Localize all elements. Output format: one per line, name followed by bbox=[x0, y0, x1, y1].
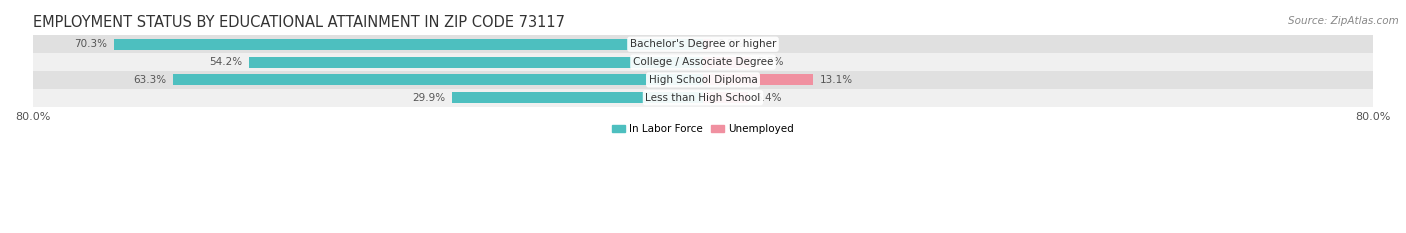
Bar bbox=[32, 89, 1374, 107]
Bar bbox=[453, 92, 703, 103]
Bar bbox=[703, 92, 748, 103]
Bar bbox=[173, 74, 703, 86]
Text: 70.3%: 70.3% bbox=[75, 39, 107, 49]
Text: 0.9%: 0.9% bbox=[717, 39, 744, 49]
Text: College / Associate Degree: College / Associate Degree bbox=[633, 57, 773, 67]
Bar bbox=[703, 57, 751, 68]
Text: High School Diploma: High School Diploma bbox=[648, 75, 758, 85]
Bar bbox=[32, 35, 1374, 53]
Bar bbox=[32, 53, 1374, 71]
Bar bbox=[114, 39, 703, 50]
Legend: In Labor Force, Unemployed: In Labor Force, Unemployed bbox=[609, 120, 797, 138]
Bar bbox=[703, 74, 813, 86]
Text: 63.3%: 63.3% bbox=[132, 75, 166, 85]
Bar bbox=[32, 71, 1374, 89]
Text: Source: ZipAtlas.com: Source: ZipAtlas.com bbox=[1288, 16, 1399, 26]
Text: EMPLOYMENT STATUS BY EDUCATIONAL ATTAINMENT IN ZIP CODE 73117: EMPLOYMENT STATUS BY EDUCATIONAL ATTAINM… bbox=[32, 15, 565, 30]
Bar bbox=[703, 39, 710, 50]
Text: 13.1%: 13.1% bbox=[820, 75, 852, 85]
Text: 5.4%: 5.4% bbox=[755, 93, 782, 103]
Text: 5.7%: 5.7% bbox=[758, 57, 785, 67]
Text: 29.9%: 29.9% bbox=[412, 93, 446, 103]
Text: Bachelor's Degree or higher: Bachelor's Degree or higher bbox=[630, 39, 776, 49]
Text: Less than High School: Less than High School bbox=[645, 93, 761, 103]
Text: 54.2%: 54.2% bbox=[209, 57, 242, 67]
Bar bbox=[249, 57, 703, 68]
